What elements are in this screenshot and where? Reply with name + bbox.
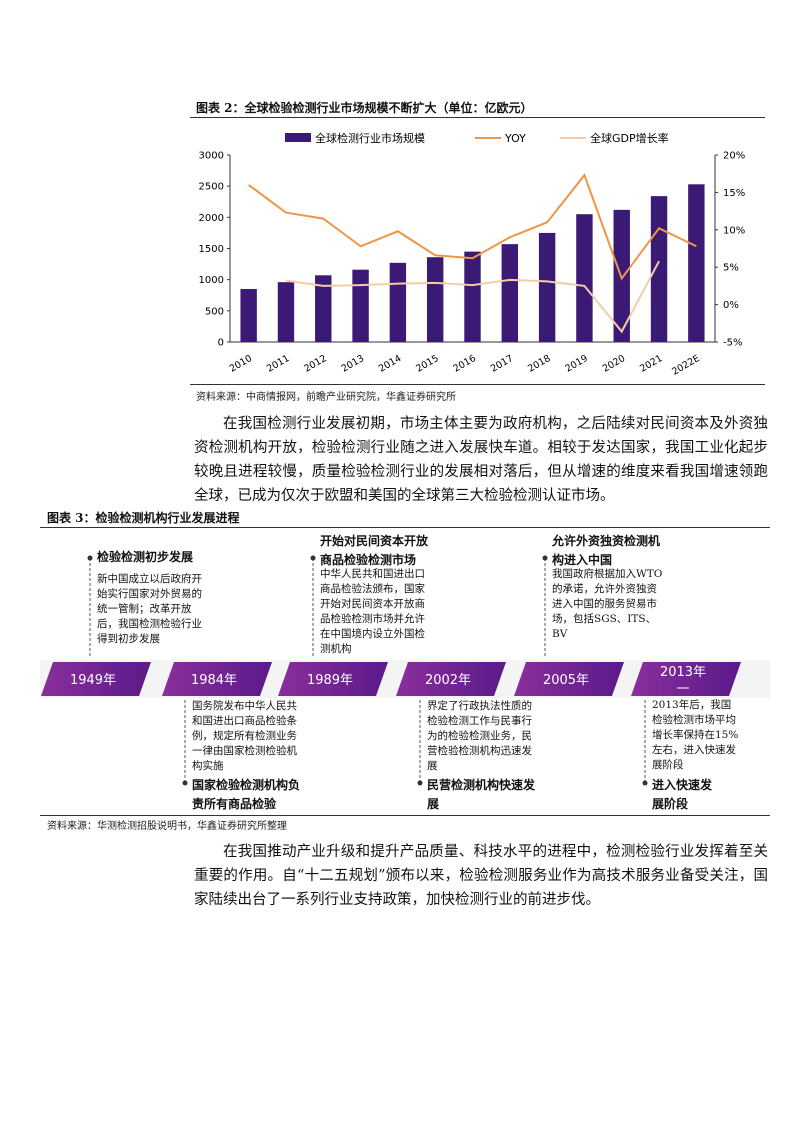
bar: [389, 262, 407, 342]
paragraph: 在我国推动产业升级和提升产品质量、科技水平的进程中，检测检验行业发挥着至关重要的…: [194, 844, 768, 908]
chart: 0 500 1000 1500 2000 2500 3000 -5% 0% 5% 10% 15% 20%…: [199, 131, 746, 378]
rule: [40, 527, 770, 528]
dot: [642, 780, 648, 786]
y-tick-label: 0: [218, 338, 224, 349]
milestone-heading: 检验检测初步发展: [97, 550, 194, 564]
year-label: 2005年: [543, 673, 589, 688]
x-tick-label: 2022E: [670, 353, 702, 378]
x-tick-label: 2020: [601, 353, 627, 375]
milestone-text: 界定了行政执法性质的检验检测工作与民事行为的检验检测业务，民营检验检测机构迅速发…: [427, 700, 532, 772]
bar: [277, 282, 295, 342]
y2-tick-label: 20%: [723, 151, 745, 162]
bar: [576, 214, 593, 342]
y2-tick-label: 5%: [723, 263, 739, 274]
source: 资料来源：华测检测招股说明书，华鑫证券研究所整理: [47, 821, 287, 832]
milestone-heading: 允许外资独资检测机构进入中国: [552, 534, 661, 567]
source: 资料来源：中商情报网，前瞻产业研究院，华鑫证券研究所: [196, 392, 456, 403]
figure-title: 图表 2：全球检验检测行业市场规模不断扩大（单位：亿欧元）: [196, 101, 533, 115]
milestone-text: 我国政府根据加入WTO的承诺，允许外资独资进入中国的服务贸易市场，包括SGS、I…: [552, 568, 663, 640]
dot: [310, 555, 316, 561]
y-tick-label: 3000: [199, 151, 224, 162]
y2-tick-label: 15%: [723, 188, 745, 199]
x-tick-label: 2015: [414, 353, 440, 375]
bar: [650, 196, 668, 342]
dot: [542, 555, 548, 561]
year-label: 1949年: [70, 673, 116, 688]
y2-tick-label: -5%: [723, 338, 742, 349]
dot: [87, 555, 93, 561]
y-tick-label: 2000: [199, 213, 224, 224]
y-tick-label: 1500: [199, 244, 224, 255]
milestone-heading: 民营检测机构快速发展: [427, 778, 536, 811]
milestone-heading: 国家检验检测机构负责所有商品检验: [192, 778, 301, 811]
year-box: [162, 662, 272, 696]
bar: [464, 251, 481, 342]
figure-title: 图表 3：检验检测机构行业发展进程: [47, 511, 240, 525]
legend-label: YOY: [504, 132, 526, 145]
bar: [688, 184, 705, 342]
milestone-text: 中华人民共和国进出口商品检验法颁布，国家开始对民间资本开放商品检验检测市场并允许…: [320, 568, 425, 655]
year-label: 1984年: [191, 673, 237, 688]
year-box: [514, 662, 624, 696]
x-tick-label: 2017: [489, 353, 515, 375]
x-tick-label: 2011: [265, 353, 291, 375]
milestone-heading: 进入快速发展阶段: [652, 778, 713, 811]
x-tick-label: 2021: [638, 353, 664, 375]
x-tick-label: 2014: [377, 353, 403, 375]
year-label: 2013年: [660, 665, 706, 680]
dot: [417, 780, 423, 786]
rule: [190, 384, 765, 385]
x-tick-label: 2016: [452, 353, 478, 375]
legend-label: 全球GDP增长率: [590, 131, 669, 145]
rule: [190, 117, 765, 118]
legend-swatch: [285, 133, 311, 142]
bar: [538, 232, 556, 342]
line: [285, 260, 660, 334]
year-box: [41, 662, 151, 696]
bar: [240, 289, 257, 342]
bar: [426, 257, 444, 342]
rule: [40, 815, 770, 816]
bar: [352, 269, 369, 342]
milestone-text: 新中国成立以后政府开始实行国家对外贸易的统一管制；改革开放后，我国检测检验行业得…: [97, 573, 202, 645]
x-tick-label: 2018: [526, 353, 552, 375]
line: [248, 173, 697, 281]
x-tick-label: 2013: [340, 353, 366, 375]
y2-tick-label: 0%: [723, 300, 739, 311]
legend-label: 全球检测行业市场规模: [315, 131, 425, 145]
x-tick-label: 2012: [302, 353, 328, 375]
timeline: 1949年 1984年 1989年 2002年 2005年 2013年: [40, 555, 770, 786]
milestone-text: 2013年后，我国检验检测市场平均增长率保持在15%左右，进入快速发展阶段: [652, 699, 739, 771]
dot: [182, 780, 188, 786]
year-box: [631, 662, 741, 696]
milestone-text: 国务院发布中华人民共和国进出口商品检验条例，规定所有检测业务一律由国家检测检验机…: [192, 700, 297, 772]
bar: [501, 244, 519, 342]
year-label: 2002年: [425, 673, 471, 688]
y2-tick-label: 10%: [723, 225, 745, 236]
year-box: [278, 662, 388, 696]
y-tick-label: 500: [205, 306, 224, 317]
paragraph: 在我国检测行业发展初期，市场主体主要为政府机构，之后陆续对民间资本及外资独资检测…: [194, 416, 768, 504]
y-tick-label: 2500: [199, 182, 224, 193]
y-tick-label: 1000: [199, 275, 224, 286]
year-box: [396, 662, 506, 696]
x-tick-label: 2019: [563, 353, 589, 375]
year-label: 1989年: [307, 673, 353, 688]
x-tick-label: 2010: [228, 353, 254, 375]
milestone-heading: 开始对民间资本开放商品检验检测市场: [320, 534, 429, 567]
bar: [315, 275, 332, 342]
